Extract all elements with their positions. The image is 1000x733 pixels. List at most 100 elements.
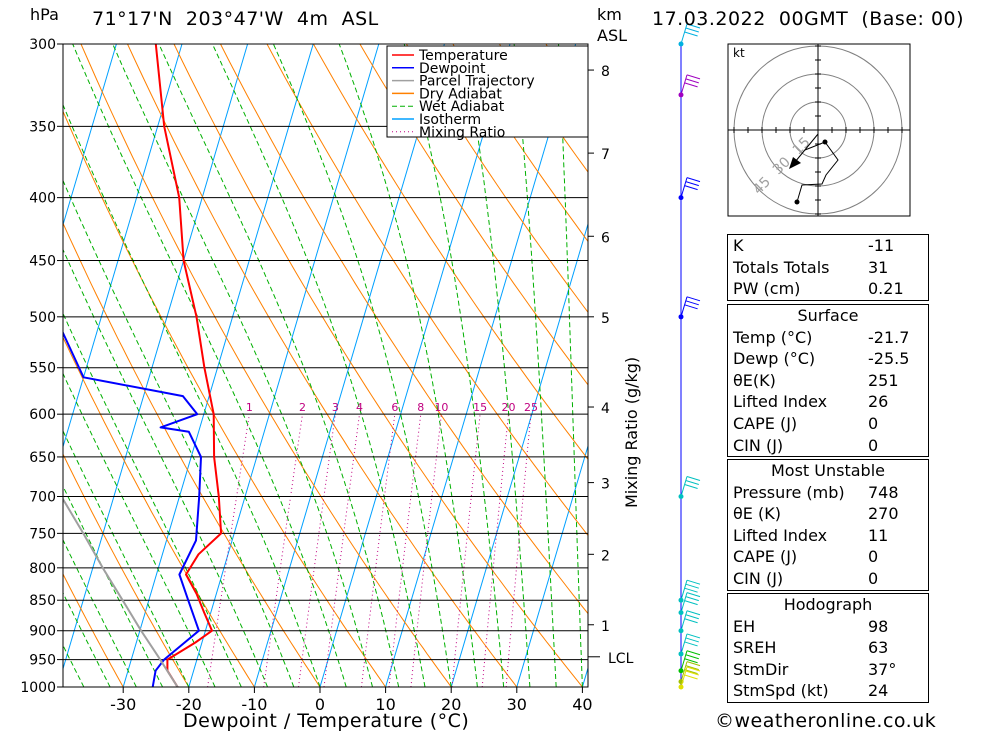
wet-adiabat-line	[63, 103, 321, 687]
km-axis-label: km	[597, 5, 622, 24]
sreh-value: 63	[868, 638, 889, 658]
km-tick-label: 5	[601, 311, 610, 327]
pressure-tick-label: 750	[29, 526, 56, 542]
mixing-ratio-line	[263, 414, 303, 687]
wind-barb-flag	[685, 27, 699, 33]
pressure-tick-label: 700	[29, 490, 56, 506]
surface-li-value: 26	[868, 392, 889, 412]
totals-label: Totals Totals	[733, 257, 830, 277]
wet-adiabat-line	[462, 44, 531, 687]
pressure-tick-label: 1000	[20, 680, 56, 696]
x-tick-label: 0	[315, 695, 325, 714]
profile-series	[63, 44, 223, 687]
pressure-tick-label: 850	[29, 593, 56, 609]
km-tick-label: 4	[601, 401, 610, 417]
pressure-tick-label: 950	[29, 653, 56, 669]
sreh-label: SREH	[733, 638, 777, 658]
wind-barb-flag	[686, 476, 701, 481]
stmspd-value: 24	[868, 681, 889, 701]
mixing-ratio-label: 2	[299, 401, 306, 414]
wind-barb-flag	[686, 661, 701, 667]
legend-label: Parcel Trajectory	[419, 74, 535, 90]
dry-adiabat-line	[359, 44, 588, 386]
lcl-label: LCL	[608, 651, 634, 667]
wind-barb-flag	[686, 650, 701, 656]
wind-barb-flag	[685, 480, 699, 485]
mixing-ratio-label: 10	[434, 401, 448, 414]
wind-barb-shaft	[680, 23, 688, 45]
wind-barb-flag	[686, 592, 701, 598]
km-tick-label: 7	[601, 147, 610, 163]
isotherm-line	[122, 44, 314, 687]
wind-barb-shaft	[680, 650, 688, 671]
mu-thetae-label: θE (K)	[733, 504, 781, 524]
wind-barb-flag	[684, 658, 698, 664]
hodograph-end-dot	[822, 139, 828, 145]
hodograph-unit: kt	[733, 46, 745, 60]
stmdir-label: StmDir	[733, 659, 789, 679]
pressure-tick-label: 600	[29, 407, 56, 423]
series-parcel-trajectory	[63, 497, 179, 687]
pressure-tick-label: 500	[29, 310, 56, 326]
mu-li-value: 11	[868, 525, 889, 545]
wind-barb-flag	[686, 177, 701, 183]
plot-frame	[62, 43, 589, 688]
wet-adiabat-line	[403, 44, 505, 687]
surface-cin-value: 0	[868, 435, 879, 455]
wind-barb-flag	[685, 300, 699, 306]
k-value: -11	[868, 236, 895, 255]
mu-cape-value: 0	[868, 547, 879, 567]
x-tick-label: -30	[110, 695, 136, 714]
isotherm-line	[63, 44, 249, 671]
eh-label: EH	[733, 616, 756, 636]
x-tick-label: 30	[507, 695, 527, 714]
mixing-ratio-label: 8	[417, 401, 424, 414]
surface-thetae-label: θE(K)	[733, 370, 776, 390]
hodograph-start-dot	[794, 199, 800, 205]
series-dewpoint	[63, 330, 202, 687]
isotherm-line	[319, 44, 511, 687]
isotherms	[63, 44, 588, 687]
dry-adiabat-line	[63, 573, 124, 687]
wet-adiabat-line	[63, 591, 111, 687]
wind-barb-flag	[684, 600, 698, 606]
wind-barb-shaft	[680, 661, 688, 682]
mixing-ratio-label: 3	[332, 401, 339, 414]
wind-barb-flag	[685, 670, 699, 676]
mixing-ratio-lines	[207, 414, 532, 687]
wind-barb-flag	[685, 181, 699, 187]
credit-text[interactable]: ©weatheronline.co.uk	[715, 710, 937, 732]
isotherm-line	[63, 44, 183, 449]
mu-cin-label: CIN (J)	[733, 568, 784, 588]
wind-barb-shaft	[680, 633, 688, 655]
wet-adiabat-line	[558, 44, 583, 687]
pressure-tick-label: 300	[29, 37, 56, 53]
km-tick-label: 8	[601, 64, 610, 80]
mixing-ratio-label: 4	[356, 401, 363, 414]
mu-cape-label: CAPE (J)	[733, 547, 798, 567]
wind-barb-shaft	[680, 296, 688, 317]
wind-barb-shaft	[680, 610, 688, 631]
surface-temp-value: -21.7	[868, 327, 910, 347]
mixing-ratio-label: 6	[391, 401, 398, 414]
mixing-ratio-line	[298, 414, 336, 687]
stmspd-label: StmSpd (kt)	[733, 681, 829, 701]
isotherm-line	[385, 44, 577, 687]
mixing-ratio-labels: 1 2 3 4 6 8 10 15 20 25	[246, 401, 538, 414]
mixing-ratio-label: 15	[473, 401, 487, 414]
legend-label: Isotherm	[419, 112, 481, 128]
pressure-tick-label: 800	[29, 561, 56, 577]
mu-cin-value: 0	[868, 568, 879, 588]
surface-cape-label: CAPE (J)	[733, 413, 798, 433]
wind-barb-flag	[685, 596, 699, 602]
storm-motion-arrow	[789, 157, 801, 169]
wind-barb-shaft	[680, 666, 688, 688]
datetime-title: 17.03.2022 00GMT (Base: 00)	[652, 8, 965, 30]
legend-label: Dewpoint	[419, 61, 486, 77]
wind-barb-flag	[686, 74, 701, 80]
surface-table: Surface Temp (°C) -21.7 Dewp (°C) -25.5 θE…	[727, 304, 929, 458]
wind-barb-flag	[684, 304, 698, 310]
